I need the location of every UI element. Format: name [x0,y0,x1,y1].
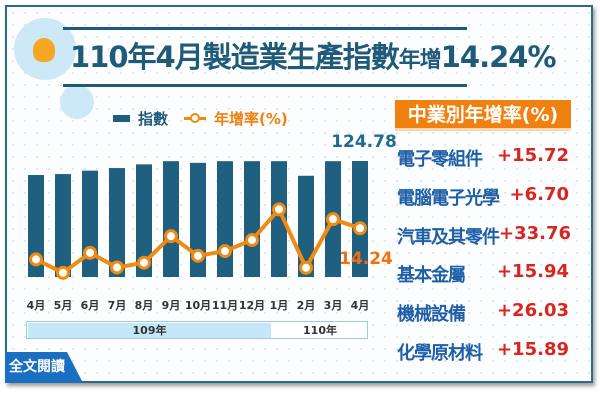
growth-point [110,260,124,275]
growth-point [83,245,97,260]
x-tick-label: 10月 [185,299,211,312]
title-suffix-value: 14.24% [440,40,557,74]
year-label-110: 110年 [303,324,337,337]
growth-point [164,229,178,244]
index-bar [298,175,314,277]
index-bar [163,161,179,277]
industry-name: 電腦電子光學 [397,187,500,209]
legend-line-label: 年增率(%) [214,110,288,128]
industry-growth: +15.94 [496,261,569,283]
x-tick-label: 1月 [270,299,289,312]
industry-growth: +15.89 [496,339,569,360]
year-axis: 109年 110年 [26,321,368,339]
x-tick-label: 5月 [54,299,73,312]
industry-row: 電腦電子光學 +6.70 [397,184,569,210]
line-data-label: 14.24 [339,249,393,269]
panel-header: 中業別年增率(%) [395,100,571,131]
index-bar [190,162,206,277]
lightbulb-icon [33,38,55,62]
industry-row: 電子零組件 +15.72 [397,145,569,171]
industry-row: 汽車及其零件 +33.76 [397,222,572,249]
x-tick-label: 12月 [239,299,265,312]
industry-name: 化學原材料 [397,343,483,364]
title-suffix-small: 年增 [398,48,442,73]
small-gear-icon [60,85,94,119]
x-tick-label: 4月 [27,299,46,312]
index-bar [55,174,71,277]
index-bar [271,161,287,277]
x-tick-label: 7月 [108,299,127,312]
title-rule-bottom [63,84,467,87]
bar-data-label: 124.78 [331,132,397,152]
title-main: 110年4月製造業生產指數 [70,40,400,74]
page-title: 110年4月製造業生產指數年增14.24% [70,34,557,76]
index-bar [136,164,152,277]
growth-point [245,233,259,248]
index-bar [109,168,125,277]
growth-point [353,221,367,236]
industry-growth: +15.72 [496,145,569,166]
industry-growth: +33.76 [499,222,572,244]
legend-bar-swatch [113,115,130,122]
industry-row: 機械設備 +26.03 [397,300,569,326]
x-tick-label: 8月 [135,299,154,312]
growth-point [191,248,205,263]
x-tick-label: 3月 [324,299,343,312]
legend-bars-label: 指數 [138,110,169,128]
growth-point [56,265,70,280]
x-tick-label: 9月 [162,299,181,312]
x-tick-label: 4月 [351,299,370,312]
industry-name: 電子零組件 [397,149,483,170]
growth-point [137,255,151,270]
x-tick-label: 11月 [212,299,238,312]
growth-point [299,260,313,275]
industry-growth: +26.03 [496,300,569,322]
growth-point [218,244,232,259]
industry-name: 汽車及其零件 [397,226,500,248]
index-bar [244,161,260,277]
index-bar [217,161,233,277]
index-bar [352,161,368,277]
industry-row: 基本金屬 +15.94 [397,261,569,287]
x-tick-label: 2月 [297,299,316,312]
year-label-109: 109年 [28,323,271,338]
growth-point [29,252,43,267]
industry-name: 基本金屬 [397,265,466,287]
industry-row: 化學原材料 +15.89 [397,339,569,365]
x-tick-label: 6月 [81,299,100,312]
index-bar [28,175,44,277]
legend: 指數 年增率(%) [113,108,288,129]
growth-point [326,212,340,227]
industry-name: 機械設備 [397,304,466,326]
industry-growth: +6.70 [509,183,570,205]
legend-line-swatch [184,113,207,123]
index-bar [82,170,98,277]
growth-point [272,202,286,217]
title-rule-top [63,27,467,30]
